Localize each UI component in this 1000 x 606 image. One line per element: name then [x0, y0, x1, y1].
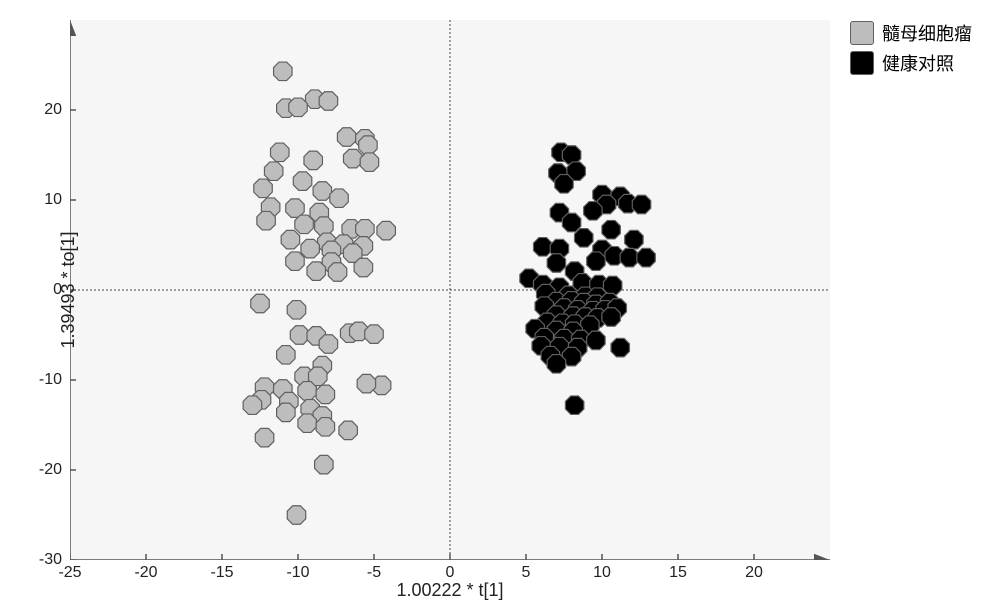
y-axis-label: 1.39493 * to[1] [58, 231, 79, 348]
y-tick-label: -10 [39, 371, 62, 389]
legend-swatch-group1 [850, 21, 874, 45]
legend-label-group1: 髓母细胞瘤 [882, 20, 972, 46]
chart-container: -25-20-15-10-505101520 -30-20-1001020 1.… [0, 0, 1000, 606]
legend: 髓母细胞瘤 健康对照 [850, 20, 972, 80]
x-axis-label: 1.00222 * t[1] [396, 580, 503, 601]
x-tick-label: 20 [745, 564, 763, 582]
x-tick-label: 10 [593, 564, 611, 582]
x-tick-label: 5 [522, 564, 531, 582]
y-tick-label: 20 [44, 101, 62, 119]
legend-item-group2: 健康对照 [850, 50, 972, 76]
legend-swatch-group2 [850, 51, 874, 75]
y-tick-label: 10 [44, 191, 62, 209]
y-tick-label: -20 [39, 461, 62, 479]
x-tick-label: -20 [134, 564, 157, 582]
plot-area [70, 20, 830, 560]
x-tick-label: 15 [669, 564, 687, 582]
legend-item-group1: 髓母细胞瘤 [850, 20, 972, 46]
x-tick-label: -10 [286, 564, 309, 582]
legend-label-group2: 健康对照 [882, 50, 954, 76]
x-tick-label: -5 [367, 564, 381, 582]
plot-svg [70, 20, 830, 560]
x-tick-label: -15 [210, 564, 233, 582]
y-tick-label: -30 [39, 551, 62, 569]
